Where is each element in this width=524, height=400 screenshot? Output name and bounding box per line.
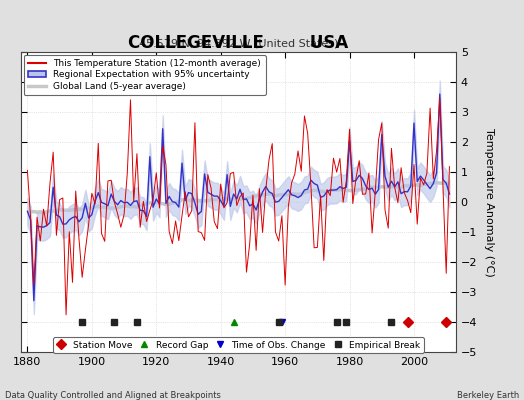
Legend: Station Move, Record Gap, Time of Obs. Change, Empirical Break: Station Move, Record Gap, Time of Obs. C… — [53, 337, 424, 353]
Text: Data Quality Controlled and Aligned at Breakpoints: Data Quality Controlled and Aligned at B… — [5, 391, 221, 400]
Text: Berkeley Earth: Berkeley Earth — [456, 391, 519, 400]
Y-axis label: Temperature Anomaly (°C): Temperature Anomaly (°C) — [484, 128, 494, 276]
Text: 45.579 N, 94.392 W (United States): 45.579 N, 94.392 W (United States) — [139, 38, 338, 48]
Title: COLLEGEVILLE        USA: COLLEGEVILLE USA — [128, 34, 348, 52]
